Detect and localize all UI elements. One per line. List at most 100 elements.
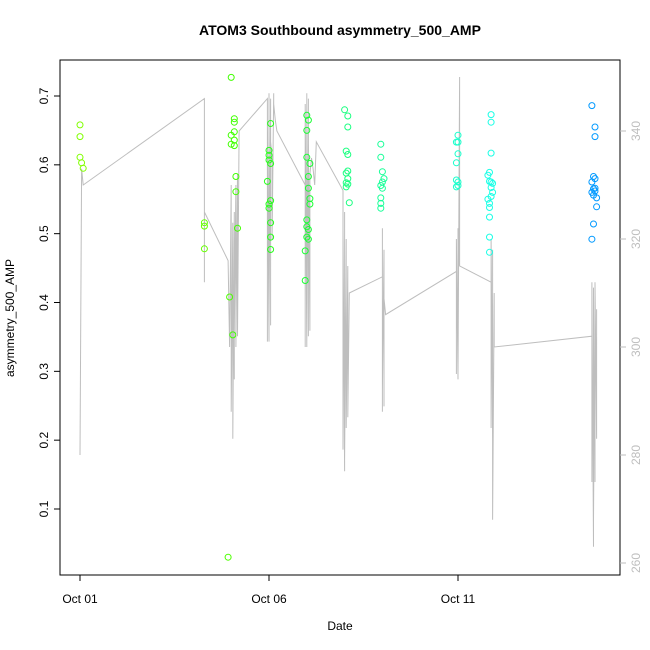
scatter-point	[380, 175, 388, 183]
scatter-point	[200, 219, 208, 227]
scatter-point	[267, 246, 275, 253]
scatter-point	[342, 147, 350, 155]
scatter-point	[263, 177, 271, 185]
scatter-point	[301, 247, 309, 255]
y2-tick-label: 300	[629, 337, 643, 357]
scatter-point	[200, 245, 208, 253]
y2-axis: 260 280 300 320 340	[620, 121, 643, 573]
scatter-point	[588, 235, 596, 243]
scatter-point	[454, 150, 462, 158]
x-axis-label: Date	[327, 619, 353, 633]
y-tick-label: 0.4	[37, 294, 51, 311]
scatter-point	[229, 331, 237, 339]
scatter-point	[230, 128, 238, 136]
x-tick-label: Oct 11	[441, 592, 476, 606]
scatter-point	[593, 203, 601, 211]
y-tick-label: 0.1	[37, 500, 51, 517]
scatter-point	[487, 149, 495, 157]
scatter-point	[591, 184, 599, 192]
scatter-point	[232, 188, 240, 196]
scatter-point	[265, 146, 273, 154]
scatter-point	[76, 121, 84, 129]
scatter-point	[345, 199, 353, 207]
scatter-point	[486, 168, 493, 176]
scatter-point	[304, 173, 312, 180]
x-tick-label: Oct 01	[62, 592, 98, 606]
scatter-point	[486, 248, 493, 256]
scatter-point	[378, 168, 386, 176]
scatter-point	[301, 277, 309, 284]
scatter-point	[306, 160, 314, 167]
y-tick-label: 0.7	[37, 87, 51, 104]
scatter-point	[224, 553, 232, 561]
scatter-point	[452, 183, 460, 191]
scatter-point	[487, 184, 495, 191]
scatter-point	[487, 118, 495, 126]
scatter-point	[377, 140, 385, 148]
scatter-point	[486, 199, 493, 207]
chart-title: ATOM3 Southbound asymmetry_500_AMP	[199, 22, 481, 38]
scatter-point	[591, 133, 599, 141]
scatter-point	[265, 204, 273, 212]
y2-tick-label: 320	[629, 229, 643, 249]
scatter-point	[486, 213, 493, 221]
scatter-point	[454, 138, 462, 146]
scatter-point	[344, 180, 352, 188]
scatter-point	[265, 156, 273, 164]
scatter-point	[234, 224, 241, 232]
scatter-point	[454, 131, 462, 139]
y2-tick-label: 280	[629, 445, 643, 465]
scatter-point	[267, 219, 275, 227]
scatter-point	[230, 118, 238, 126]
scatter-point	[303, 216, 311, 224]
scatter-point	[303, 233, 311, 241]
scatter-points	[76, 73, 601, 561]
scatter-point	[267, 120, 275, 127]
y2-tick-label: 340	[629, 121, 643, 141]
scatter-point	[344, 123, 352, 131]
scatter-point	[487, 111, 495, 119]
scatter-point	[590, 173, 597, 180]
scatter-point	[265, 151, 273, 159]
scatter-point	[303, 153, 311, 161]
scatter-point	[377, 199, 385, 207]
scatter-point	[79, 164, 87, 172]
scatter-point	[378, 184, 386, 192]
y2-line-series	[79, 76, 598, 547]
scatter-point	[487, 193, 495, 200]
y-tick-label: 0.6	[37, 156, 51, 173]
scatter-point	[486, 233, 493, 241]
scatter-point	[304, 226, 312, 233]
scatter-point	[588, 102, 596, 110]
scatter-point	[591, 123, 599, 131]
scatter-point	[303, 126, 311, 134]
scatter-point	[590, 220, 597, 228]
scatter-point	[267, 233, 275, 241]
y2-series-line	[79, 76, 598, 547]
x-axis: Oct 01 Oct 06 Oct 11	[62, 575, 476, 606]
y-tick-label: 0.5	[37, 225, 51, 242]
scatter-point	[304, 116, 312, 124]
scatter-point	[454, 182, 462, 189]
scatter-point	[377, 153, 385, 161]
scatter-point	[230, 115, 238, 123]
scatter-point	[232, 173, 240, 180]
scatter-point	[489, 179, 497, 187]
scatter-point	[76, 133, 84, 141]
scatter-point	[486, 204, 493, 211]
scatter-point	[227, 73, 235, 81]
scatter-point	[591, 187, 599, 195]
y-tick-label: 0.3	[37, 363, 51, 380]
y-tick-label: 0.2	[37, 432, 51, 449]
scatter-point	[591, 175, 599, 183]
scatter-point	[304, 184, 312, 192]
scatter-point	[303, 111, 311, 119]
scatter-point	[593, 194, 601, 202]
plot-frame	[59, 59, 621, 576]
scatter-point	[344, 112, 352, 120]
scatter-point	[267, 160, 275, 167]
scatter-point	[230, 142, 238, 150]
scatter-point	[342, 179, 350, 187]
scatter-point	[226, 293, 234, 301]
